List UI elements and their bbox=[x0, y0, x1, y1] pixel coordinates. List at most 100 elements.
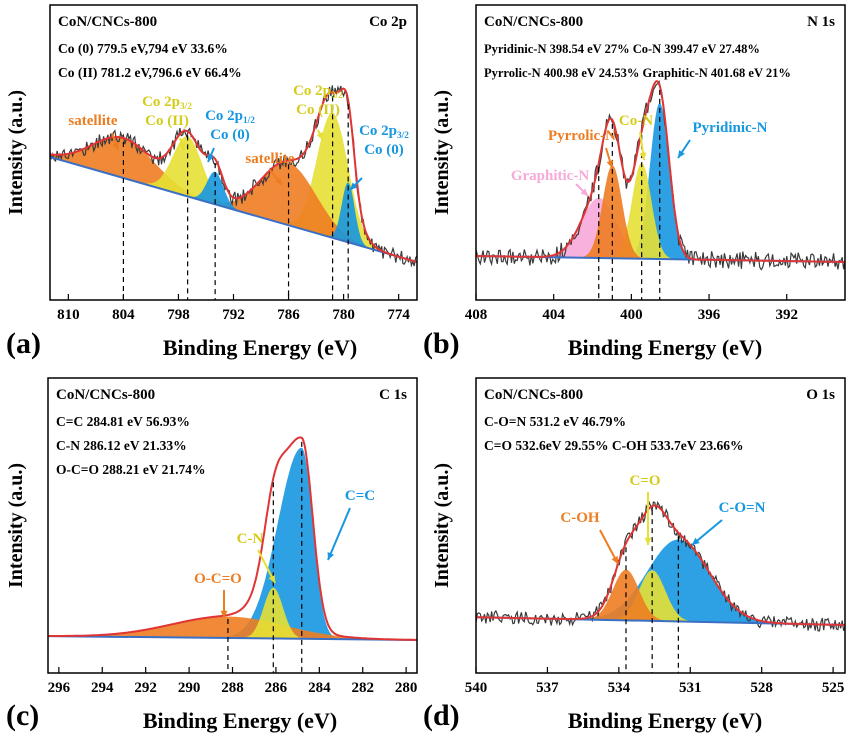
x-tick-label: 774 bbox=[387, 307, 410, 323]
info-line: Co (II) 781.2 eV,796.6 eV 66.4% bbox=[58, 65, 242, 80]
arrow-head bbox=[178, 142, 186, 150]
label-main: Co 2p bbox=[205, 108, 243, 124]
x-tick-label: 404 bbox=[542, 307, 565, 323]
envelope-fit-line bbox=[50, 87, 417, 263]
panel-n-1s: 408 404 400 396 392 Binding Energy (eV) Intens… bbox=[423, 4, 846, 360]
arrow-head bbox=[274, 177, 282, 185]
x-tick-label: 288 bbox=[221, 680, 244, 696]
peak-annotation: Co 2p1/2 bbox=[205, 108, 255, 126]
plot-area bbox=[476, 79, 845, 300]
peak-satellite bbox=[50, 137, 417, 262]
envelope-fit-line bbox=[48, 436, 417, 641]
info-line: Pyridinic-N 398.54 eV 27% Co-N 399.47 eV… bbox=[484, 42, 760, 56]
peak-annotation: Co 2p3/2 bbox=[293, 83, 343, 101]
label-main: Co 2p bbox=[293, 83, 331, 99]
x-tick-label: 280 bbox=[395, 680, 418, 696]
x-axis-label: Binding Energy (eV) bbox=[568, 335, 762, 360]
arrow-head bbox=[611, 556, 618, 564]
arrow-head bbox=[220, 610, 228, 618]
x-tick-label: 396 bbox=[698, 307, 721, 323]
plot-area bbox=[476, 500, 845, 673]
label-subscript: 3/2 bbox=[397, 131, 409, 141]
peak-annotation: C-OH bbox=[560, 510, 599, 526]
x-tick-label: 392 bbox=[775, 307, 798, 323]
arrow-head bbox=[112, 142, 119, 150]
peak-annotation: Co (0) bbox=[210, 127, 250, 143]
arrow-head bbox=[350, 182, 358, 190]
x-tick-label: 798 bbox=[167, 307, 190, 323]
peak-annotation: Pyrrolic-N bbox=[548, 128, 616, 144]
spectrum-title: O 1s bbox=[806, 387, 835, 403]
x-tick-label: 810 bbox=[57, 307, 80, 323]
sample-name: CoN/CNCs-800 bbox=[484, 14, 583, 30]
arrow-head bbox=[639, 152, 647, 160]
arrow-head bbox=[316, 132, 323, 140]
x-axis-label: Binding Energy (eV) bbox=[143, 708, 337, 733]
label-subscript: 3/2 bbox=[180, 102, 192, 112]
x-tick-label: 282 bbox=[351, 680, 374, 696]
envelope-fit-line bbox=[476, 79, 845, 263]
x-tick-label: 528 bbox=[750, 680, 773, 696]
arrow-head bbox=[207, 154, 215, 162]
info-line: C-N 286.12 eV 21.33% bbox=[56, 438, 187, 453]
x-tick-label: 290 bbox=[178, 680, 201, 696]
plot-frame bbox=[475, 4, 846, 301]
arrow-head bbox=[580, 188, 588, 196]
y-axis-label: Intensity (a.u.) bbox=[431, 90, 453, 215]
panel-co-2p: 810 804 798 792 786 780 774 Binding Energy (eV)… bbox=[5, 4, 418, 360]
peak-pyridinic-n bbox=[476, 103, 845, 262]
envelope-fit-line bbox=[476, 504, 845, 626]
peak-annotation: Co (II) bbox=[145, 113, 189, 129]
x-tick-label: 804 bbox=[112, 307, 135, 323]
x-axis-label: Binding Energy (eV) bbox=[568, 708, 762, 733]
peak-o-c-o bbox=[48, 616, 417, 640]
peak-annotation: Co (II) bbox=[296, 102, 340, 118]
y-axis-label: Intensity (a.u.) bbox=[5, 463, 27, 588]
peak-annotation: satellite bbox=[68, 113, 117, 129]
panel-label: (a) bbox=[6, 327, 41, 360]
peak-annotation: C=O bbox=[629, 473, 660, 489]
info-line: C=O 532.6eV 29.55% C-OH 533.7eV 23.66% bbox=[484, 438, 744, 453]
x-tick-label: 296 bbox=[48, 680, 71, 696]
peak-annotation: Co-N bbox=[619, 113, 653, 129]
peak-annotation: satellite bbox=[245, 151, 294, 167]
x-tick-label: 540 bbox=[465, 680, 488, 696]
peak-annotation: Graphitic-N bbox=[511, 168, 589, 184]
label-subscript: 1/2 bbox=[243, 116, 255, 126]
panel-o-1s: 540 537 534 531 528 525 Binding Energy (eV) Int… bbox=[423, 377, 846, 733]
x-tick-label: 786 bbox=[277, 307, 300, 323]
x-tick-label: 408 bbox=[465, 307, 488, 323]
x-tick-label: 284 bbox=[308, 680, 331, 696]
peak-annotation: Co 2p3/2 bbox=[142, 94, 192, 112]
peak-annotation: Pyridinic-N bbox=[693, 120, 768, 136]
arrow-head bbox=[644, 537, 652, 545]
sample-name: CoN/CNCs-800 bbox=[56, 387, 155, 403]
info-line: O-C=O 288.21 eV 21.74% bbox=[56, 462, 206, 477]
x-axis-label: Binding Energy (eV) bbox=[163, 335, 357, 360]
peak-annotation: Co 2p3/2 bbox=[359, 123, 409, 141]
info-line: C=C 284.81 eV 56.93% bbox=[56, 414, 190, 429]
annotation-arrow bbox=[327, 507, 351, 561]
peak-annotation: Co (0) bbox=[364, 142, 404, 158]
x-tick-label: 400 bbox=[620, 307, 643, 323]
info-line: C-O=N 531.2 eV 46.79% bbox=[484, 414, 626, 429]
plot-area bbox=[50, 85, 417, 300]
x-tick-label: 525 bbox=[822, 680, 845, 696]
baseline-line bbox=[50, 156, 417, 263]
y-axis-label: Intensity (a.u.) bbox=[5, 90, 27, 215]
plot-frame bbox=[475, 377, 846, 674]
arrow-head bbox=[327, 552, 335, 560]
plot-area bbox=[48, 436, 417, 673]
label-subscript: 3/2 bbox=[331, 91, 343, 101]
sample-name: CoN/CNCs-800 bbox=[58, 14, 157, 30]
panel-c-1s: 296 294 292 290 288 286 284 282 280 Binding Energ… bbox=[5, 377, 418, 733]
x-tick-label: 534 bbox=[608, 680, 631, 696]
arrow-head bbox=[678, 150, 685, 158]
sample-name: CoN/CNCs-800 bbox=[484, 387, 583, 403]
x-tick-label: 531 bbox=[679, 680, 702, 696]
info-line: Co (0) 779.5 eV,794 eV 33.6% bbox=[58, 41, 228, 56]
x-tick-label: 792 bbox=[222, 307, 245, 323]
peak-annotation: C-O=N bbox=[719, 500, 766, 516]
panel-label: (b) bbox=[423, 327, 460, 360]
